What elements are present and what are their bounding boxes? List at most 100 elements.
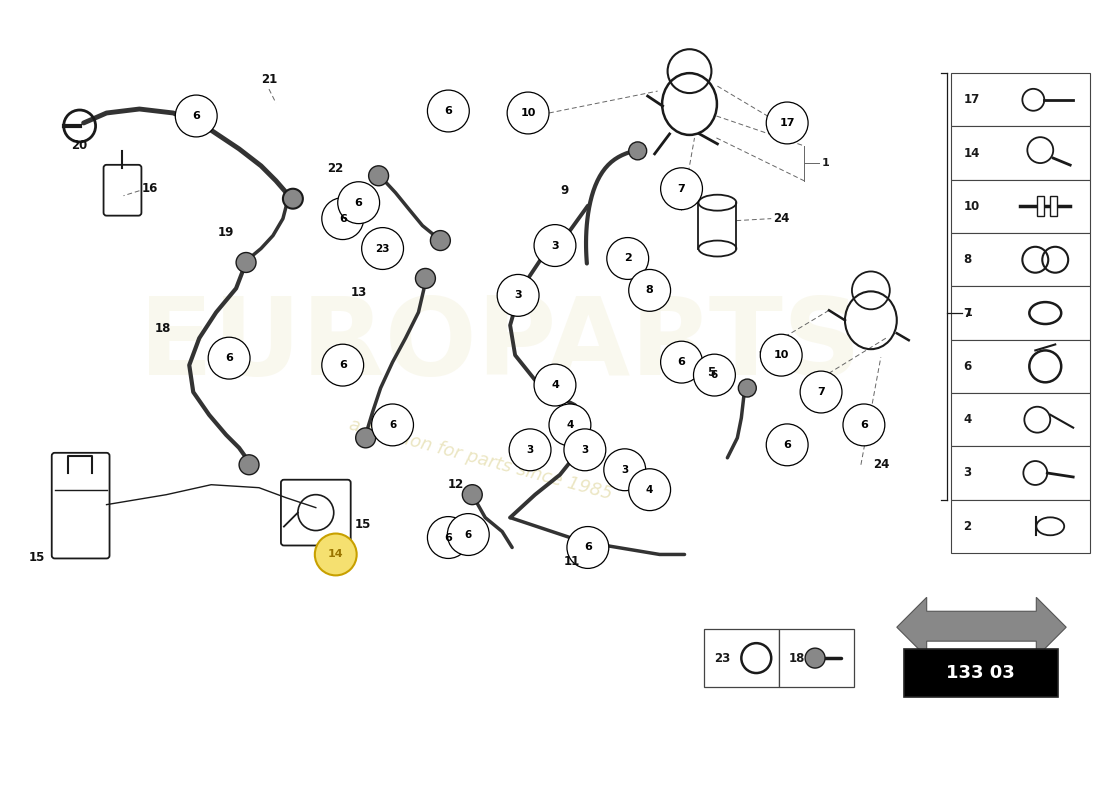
Text: 6: 6	[339, 214, 346, 224]
Bar	[950, 340, 1090, 393]
Circle shape	[535, 364, 576, 406]
Text: 12: 12	[448, 478, 463, 491]
Circle shape	[604, 449, 646, 490]
Circle shape	[315, 534, 356, 575]
Circle shape	[629, 469, 671, 510]
Circle shape	[767, 102, 808, 144]
Text: 3: 3	[621, 465, 628, 474]
Text: 6: 6	[711, 370, 718, 380]
Text: 8: 8	[964, 254, 971, 266]
Circle shape	[322, 344, 364, 386]
Text: 9: 9	[561, 184, 569, 198]
Text: 13: 13	[351, 286, 366, 299]
Text: a passion for parts since 1985: a passion for parts since 1985	[346, 416, 614, 504]
Text: 18: 18	[789, 652, 805, 665]
Text: 6: 6	[860, 420, 868, 430]
Text: 14: 14	[964, 146, 980, 160]
Text: 4: 4	[566, 420, 573, 430]
Text: 8: 8	[646, 286, 653, 295]
Text: 16: 16	[141, 182, 157, 195]
Text: EUROPARTS: EUROPARTS	[140, 292, 861, 398]
Bar	[950, 446, 1090, 500]
Text: 19: 19	[218, 226, 234, 239]
Bar	[904, 649, 1058, 697]
Text: 6: 6	[389, 420, 396, 430]
Circle shape	[362, 228, 404, 270]
Text: 4: 4	[551, 380, 559, 390]
Text: 17: 17	[780, 118, 795, 128]
Text: 23: 23	[375, 243, 389, 254]
Circle shape	[607, 238, 649, 279]
Circle shape	[236, 253, 256, 273]
Circle shape	[661, 342, 703, 383]
Circle shape	[355, 428, 375, 448]
Text: 6: 6	[339, 360, 346, 370]
Text: 6: 6	[444, 106, 452, 116]
Text: 23: 23	[714, 652, 730, 665]
Circle shape	[843, 404, 884, 446]
Bar	[950, 126, 1090, 180]
Text: 18: 18	[155, 322, 172, 334]
Circle shape	[760, 334, 802, 376]
Bar	[779, 630, 854, 687]
Circle shape	[549, 404, 591, 446]
Circle shape	[805, 648, 825, 668]
Circle shape	[448, 514, 490, 555]
Text: 6: 6	[226, 353, 233, 363]
Circle shape	[239, 455, 258, 474]
Text: 10: 10	[773, 350, 789, 360]
Circle shape	[372, 404, 414, 446]
Text: 24: 24	[773, 212, 790, 225]
Text: 24: 24	[872, 458, 889, 471]
Text: 10: 10	[520, 108, 536, 118]
Text: 1: 1	[965, 308, 972, 318]
Circle shape	[507, 92, 549, 134]
Text: 3: 3	[515, 290, 521, 300]
Circle shape	[368, 166, 388, 186]
Circle shape	[629, 142, 647, 160]
Text: 6: 6	[584, 542, 592, 553]
Circle shape	[462, 485, 482, 505]
Circle shape	[497, 274, 539, 316]
Text: 3: 3	[527, 445, 534, 455]
Text: 2: 2	[964, 520, 971, 533]
Text: 10: 10	[964, 200, 980, 213]
Text: 7: 7	[817, 387, 825, 397]
Text: 6: 6	[464, 530, 472, 539]
Bar	[950, 500, 1090, 553]
Text: 17: 17	[964, 94, 980, 106]
Circle shape	[283, 189, 302, 209]
Text: 6: 6	[192, 111, 200, 121]
Bar	[1037, 197, 1044, 216]
Circle shape	[738, 379, 757, 397]
Text: 20: 20	[72, 139, 88, 152]
Text: 6: 6	[678, 357, 685, 367]
Text: 11: 11	[564, 555, 580, 568]
Bar	[950, 73, 1090, 126]
Text: 6: 6	[964, 360, 971, 373]
Polygon shape	[896, 598, 1066, 657]
Bar	[950, 393, 1090, 446]
Circle shape	[428, 517, 470, 558]
Bar	[1050, 197, 1057, 216]
Circle shape	[428, 90, 470, 132]
Circle shape	[661, 168, 703, 210]
Text: 6: 6	[783, 440, 791, 450]
Circle shape	[535, 225, 576, 266]
Circle shape	[767, 424, 808, 466]
Circle shape	[322, 198, 364, 239]
Text: 22: 22	[328, 162, 344, 175]
Text: 14: 14	[328, 550, 343, 559]
Circle shape	[800, 371, 842, 413]
Circle shape	[338, 182, 379, 224]
Text: 7: 7	[964, 306, 971, 319]
Text: 4: 4	[646, 485, 653, 494]
Circle shape	[566, 526, 608, 569]
Text: 15: 15	[29, 551, 45, 564]
Text: 4: 4	[964, 413, 971, 426]
Text: 3: 3	[581, 445, 589, 455]
Text: 6: 6	[354, 198, 363, 208]
Text: 1: 1	[822, 158, 829, 168]
Bar	[950, 180, 1090, 233]
Circle shape	[564, 429, 606, 470]
